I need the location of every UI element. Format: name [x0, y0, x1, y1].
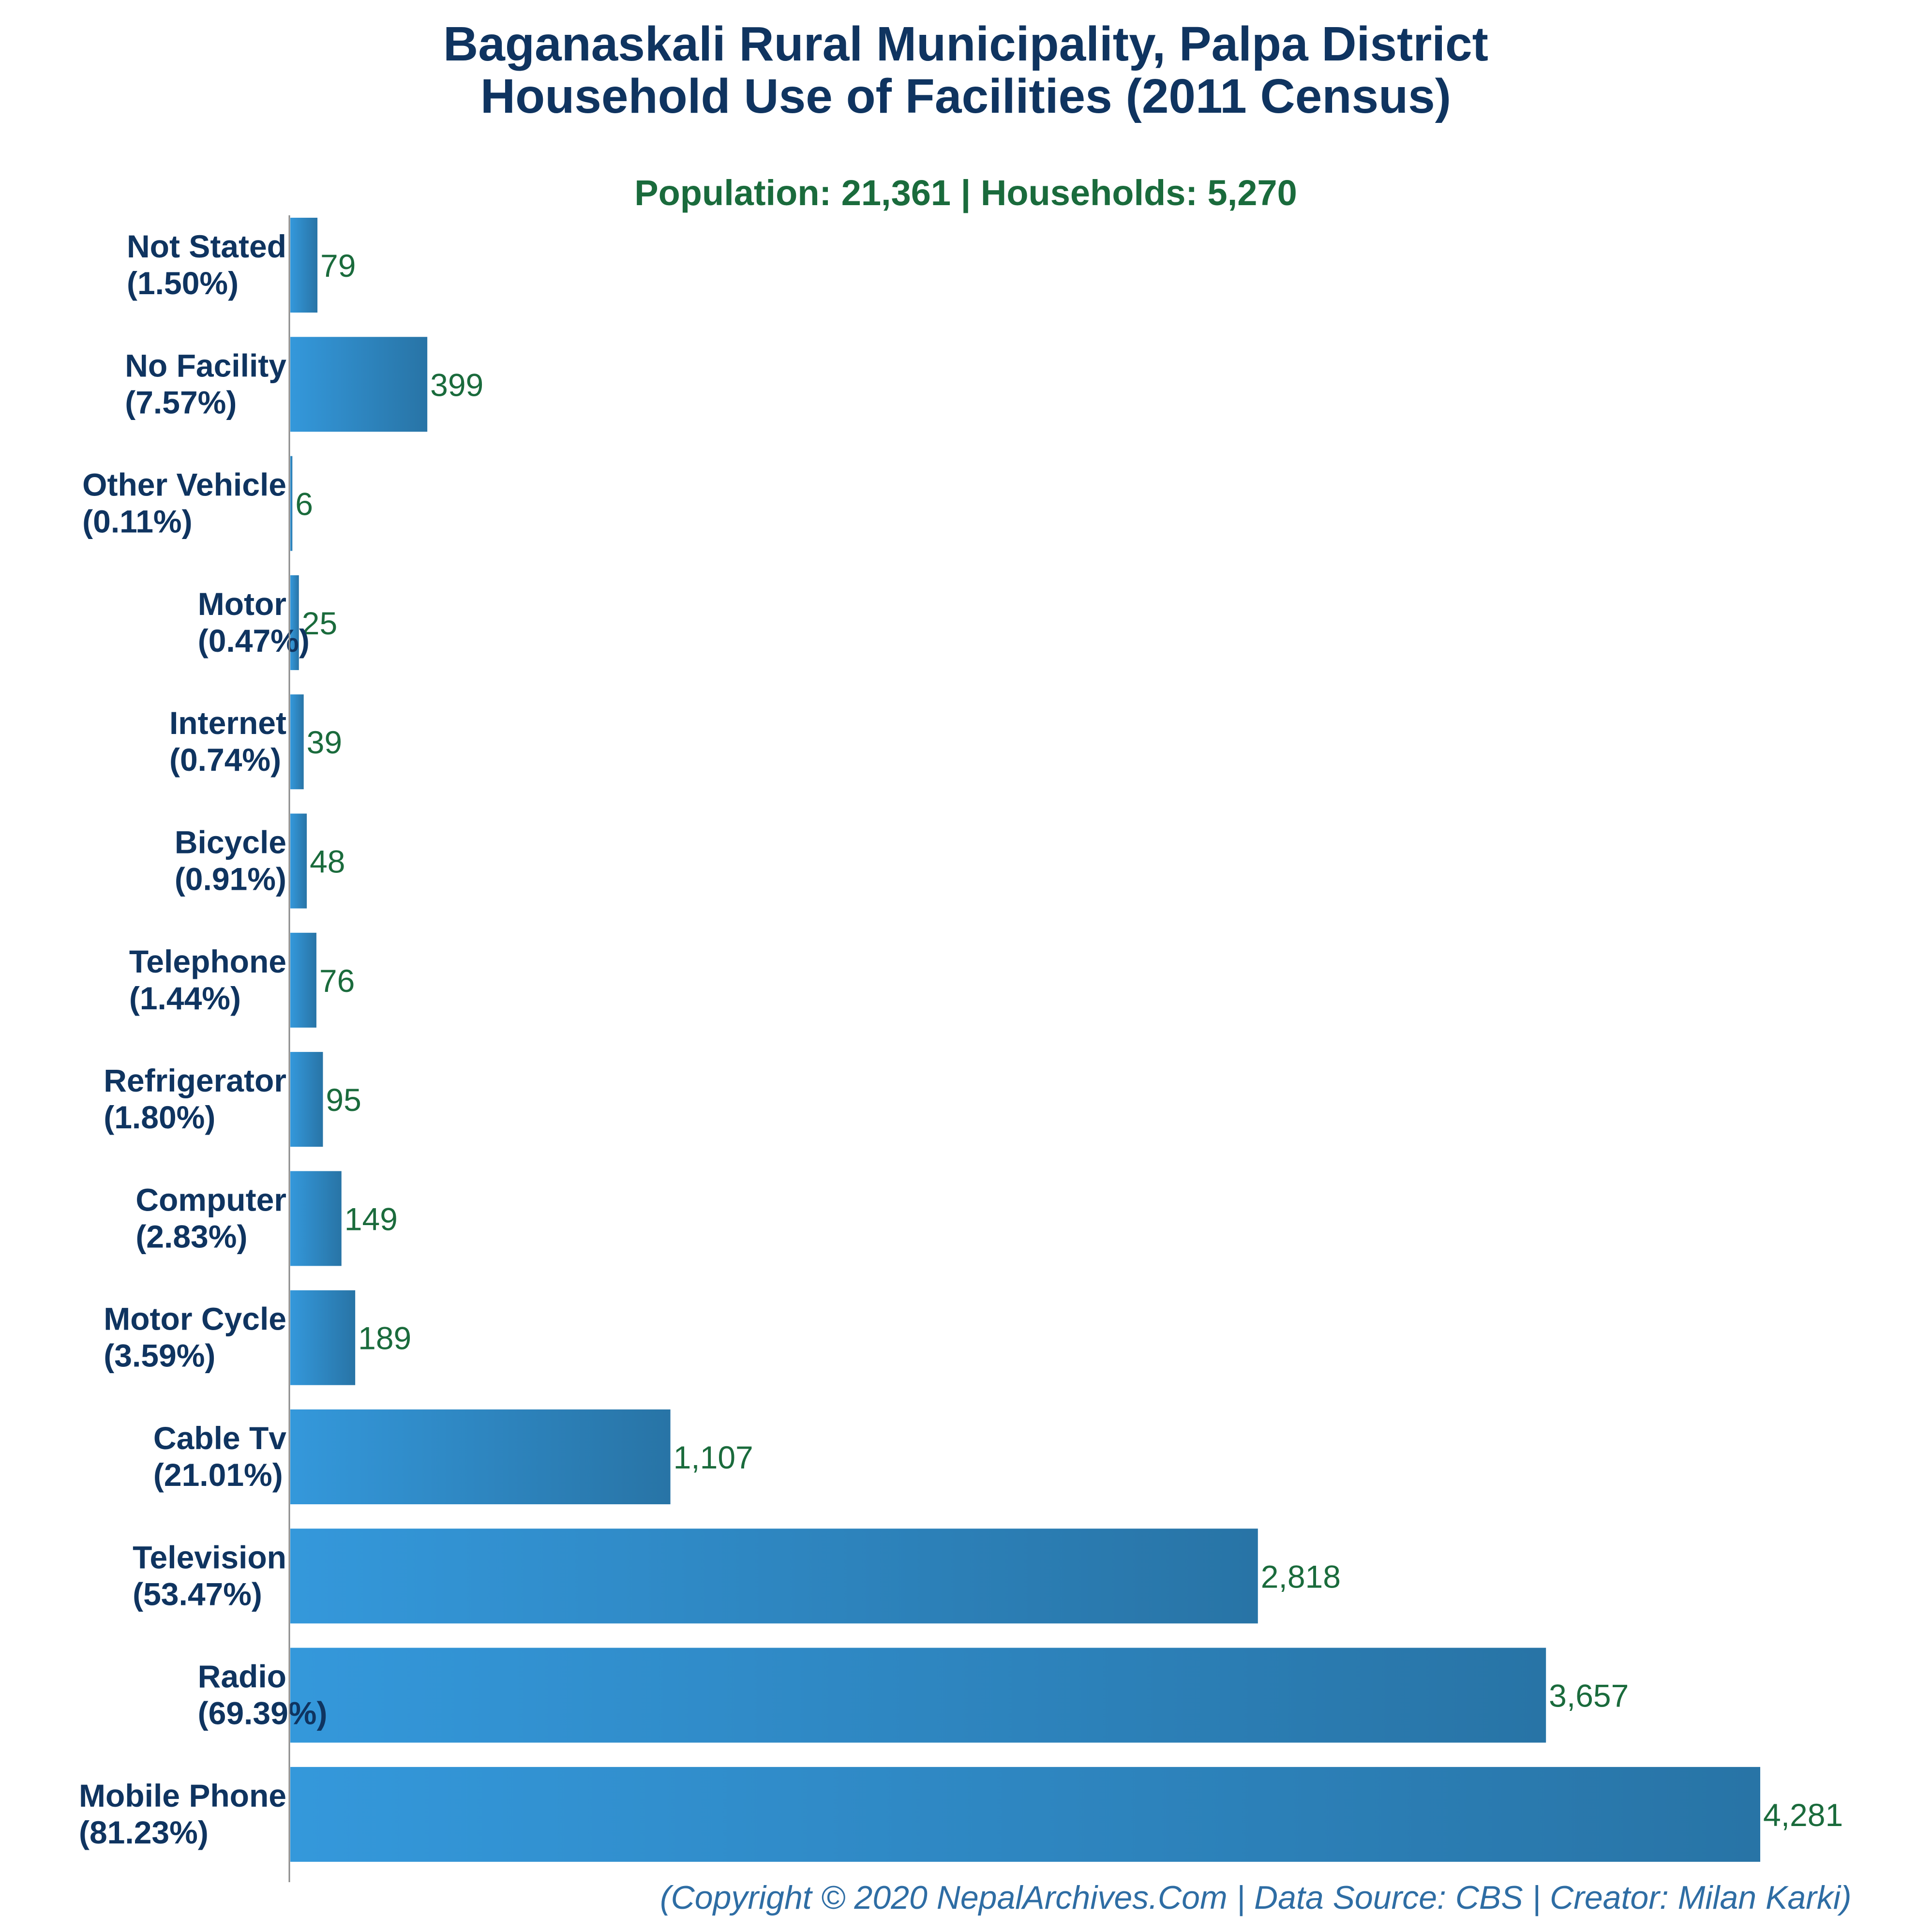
- bar-other-vehicle: [290, 456, 293, 551]
- value-label: 2,818: [1261, 1558, 1341, 1594]
- category-label: No Facility: [125, 347, 286, 383]
- bars-layer: 79 Not Stated(1.50%) 399 No Facility(7.57%)…: [79, 218, 1843, 1862]
- category-percent-label: (81.23%): [79, 1814, 209, 1850]
- category-label: Television: [133, 1539, 286, 1575]
- bar-motor-cycle: [290, 1290, 356, 1385]
- value-label: 149: [344, 1201, 398, 1237]
- value-label: 1,107: [674, 1439, 753, 1475]
- category-percent-label: (7.57%): [125, 384, 237, 420]
- category-percent-label: (0.91%): [175, 861, 286, 897]
- bar-computer: [290, 1171, 342, 1266]
- category-percent-label: (53.47%): [133, 1576, 262, 1612]
- value-label: 79: [320, 248, 356, 284]
- category-percent-label: (2.83%): [135, 1218, 247, 1254]
- value-label: 4,281: [1763, 1797, 1843, 1833]
- bar-television: [290, 1528, 1258, 1624]
- category-percent-label: (0.47%): [198, 623, 310, 659]
- value-label: 76: [319, 963, 355, 999]
- category-label: Motor: [198, 586, 286, 622]
- value-label: 399: [430, 367, 483, 403]
- category-label: Mobile Phone: [79, 1778, 286, 1813]
- chart-subtitle: Population: 21,361 | Households: 5,270: [634, 173, 1297, 213]
- chart-title-line1: Baganaskali Rural Municipality, Palpa Di…: [443, 17, 1488, 71]
- bar-mobile-phone: [290, 1767, 1760, 1862]
- category-percent-label: (1.50%): [127, 265, 239, 301]
- category-label: Motor Cycle: [104, 1301, 286, 1337]
- category-label: Bicycle: [175, 824, 286, 860]
- category-percent-label: (1.80%): [104, 1099, 215, 1135]
- chart-footer: (Copyright © 2020 NepalArchives.Com | Da…: [660, 1879, 1852, 1916]
- category-label: Radio: [198, 1659, 286, 1694]
- category-label: Computer: [135, 1182, 286, 1217]
- bar-no-facility: [290, 337, 428, 432]
- category-percent-label: (0.11%): [82, 504, 192, 539]
- category-label: Refrigerator: [104, 1063, 286, 1098]
- bar-refrigerator: [290, 1052, 323, 1147]
- category-percent-label: (21.01%): [153, 1457, 283, 1493]
- category-percent-label: (69.39%): [198, 1695, 328, 1731]
- bar-motor: [290, 575, 299, 670]
- value-label: 6: [295, 486, 313, 522]
- category-label: Internet: [169, 705, 286, 741]
- bar-not-stated: [290, 218, 318, 313]
- category-percent-label: (1.44%): [129, 980, 241, 1016]
- value-label: 3,657: [1549, 1678, 1629, 1714]
- category-label: Not Stated: [127, 228, 286, 264]
- value-label: 25: [302, 605, 337, 641]
- bar-telephone: [290, 932, 316, 1028]
- category-label: Telephone: [129, 944, 286, 979]
- bar-internet: [290, 694, 304, 790]
- bar-cable-tv: [290, 1409, 671, 1504]
- category-percent-label: (0.74%): [169, 742, 281, 778]
- category-percent-label: (3.59%): [104, 1338, 215, 1374]
- value-label: 95: [326, 1082, 361, 1118]
- value-label: 39: [307, 724, 342, 760]
- bar-bicycle: [290, 813, 307, 909]
- category-label: Cable Tv: [153, 1420, 286, 1456]
- bar-radio: [290, 1647, 1546, 1743]
- category-label: Other Vehicle: [82, 467, 286, 503]
- value-label: 189: [358, 1320, 411, 1356]
- chart-title-line2: Household Use of Facilities (2011 Census…: [480, 69, 1451, 123]
- value-label: 48: [310, 844, 345, 880]
